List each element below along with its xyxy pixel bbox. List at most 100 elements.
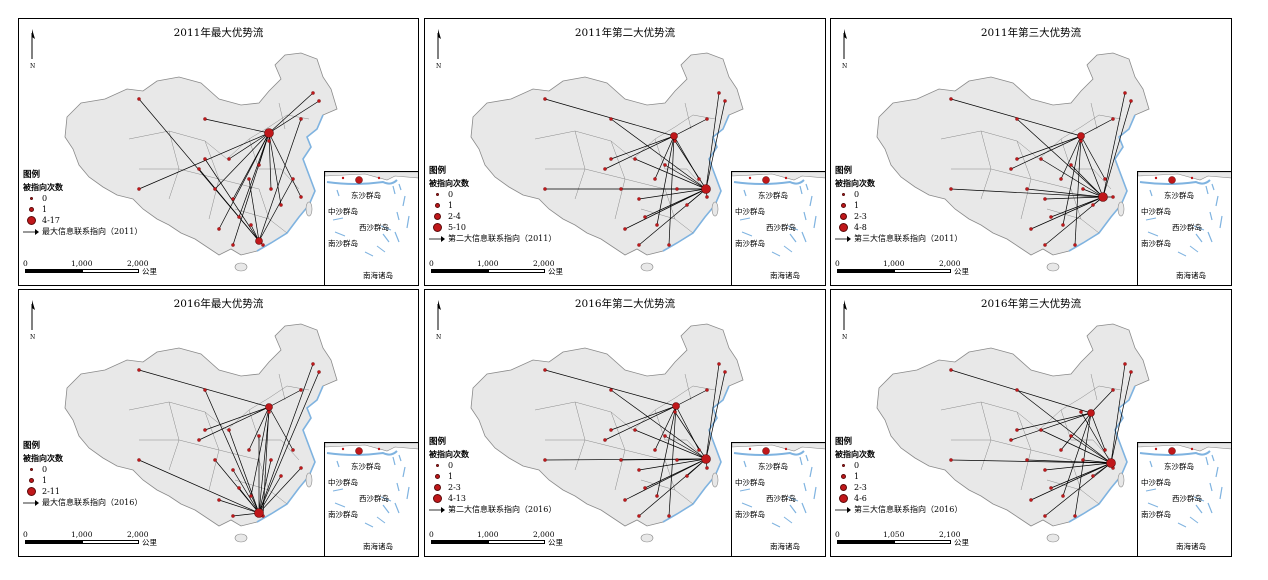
flow-line	[1070, 164, 1104, 198]
flow-line	[1060, 135, 1082, 180]
flow-line	[238, 132, 270, 218]
north-label: N	[436, 63, 442, 70]
legend-class-label: 1	[42, 204, 48, 214]
scale-bar: 0 1,050 2,100 公里	[835, 530, 975, 547]
north-arrow-icon: N	[839, 29, 849, 70]
province-boundary	[128, 130, 228, 160]
province-boundary	[178, 168, 220, 180]
city-node	[723, 370, 727, 374]
legend-class-row: 0	[835, 189, 962, 200]
legend-class-label: 1	[854, 200, 860, 210]
city-node	[1059, 177, 1063, 181]
inset-map	[325, 172, 418, 257]
legend-class-label: 0	[42, 464, 48, 474]
city-node	[299, 466, 303, 470]
flow-line	[1016, 135, 1082, 160]
map-canvas	[64, 323, 338, 543]
map-legend: 图例 被指向次数 0 1 2-3 4-8 第三大信息联系指向（2011）	[835, 165, 962, 244]
city-node	[299, 388, 303, 392]
inset-label-xisha: 西沙群岛	[1172, 494, 1202, 503]
inset-label-nanhai: 南海诸岛	[770, 542, 800, 551]
city-node	[249, 494, 253, 498]
city-node	[705, 195, 709, 199]
inset-map	[732, 172, 825, 257]
legend-arrow-row: 最大信息联系指向（2016）	[23, 497, 142, 508]
city-node	[249, 223, 253, 227]
city-node	[1073, 514, 1077, 518]
legend-class-row: 4-8	[835, 222, 962, 233]
scale-bar-graphic	[25, 269, 139, 273]
flow-line	[638, 188, 707, 246]
city-node	[1079, 139, 1083, 143]
city-node	[685, 203, 689, 207]
coastline	[662, 385, 730, 523]
city-node	[949, 368, 953, 372]
flow-line	[668, 405, 677, 517]
legend-class-row: 1	[835, 471, 962, 482]
legend-arrow-label: 最大信息联系指向（2016）	[42, 497, 143, 507]
flow-line	[610, 118, 707, 190]
city-node	[267, 410, 271, 414]
north-arrow-icon: N	[27, 29, 37, 70]
map-panel-2016-second: 2016年第二大优势流 N 图例 被指向次数 0 1 2-3 4-13 第二大信息联系指向（20…	[424, 289, 826, 557]
city-node	[1103, 177, 1107, 181]
scale-tick-label: 2,000	[939, 259, 961, 268]
city-node	[1129, 370, 1133, 374]
legend-arrow-row: 第三大信息联系指向（2011）	[835, 233, 962, 244]
hainan-island	[1046, 533, 1060, 543]
province-boundary	[208, 178, 220, 220]
city-node	[269, 187, 273, 191]
city-node	[299, 195, 303, 199]
city-node	[1015, 117, 1019, 121]
city-node	[299, 117, 303, 121]
flow-line	[1030, 462, 1112, 501]
legend-arrow-label: 第三大信息联系指向（2011）	[854, 233, 963, 243]
scale-bar-graphic	[837, 269, 951, 273]
province-boundary	[1020, 449, 1032, 491]
inset-label-nanhai: 南海诸岛	[363, 542, 393, 551]
legend-class-label: 2-11	[42, 486, 60, 496]
map-legend: 图例 被指向次数 0 1 2-4 5-10 第二大信息联系指向（2011）	[429, 165, 556, 244]
scale-tick-label: 0	[835, 530, 840, 539]
legend-circle-icon	[434, 203, 440, 208]
city-node	[197, 438, 201, 442]
city-node	[1009, 438, 1013, 442]
province-boundary	[234, 479, 270, 491]
city-node	[619, 458, 623, 462]
city-node	[1111, 195, 1115, 199]
flow-line	[705, 100, 726, 190]
province-boundary	[684, 102, 692, 130]
legend-circle-icon	[434, 474, 440, 479]
city-node	[1009, 167, 1013, 171]
inset-label-xisha: 西沙群岛	[1172, 223, 1202, 232]
province-boundary	[248, 138, 281, 170]
hainan-island	[640, 262, 654, 272]
panel-title: 2011年第二大优势流	[574, 27, 676, 39]
hub-node	[701, 454, 711, 464]
city-node	[217, 227, 221, 231]
city-node	[203, 428, 207, 432]
north-arrow-icon: N	[839, 300, 849, 341]
scale-bar-graphic	[431, 269, 545, 273]
flow-line	[1074, 412, 1092, 517]
legend-class-label: 0	[854, 189, 860, 199]
hub-node	[254, 508, 264, 518]
hub-node	[265, 403, 273, 411]
scale-bar: 0 1,000 2,000 公里	[835, 259, 975, 276]
city-node	[1103, 448, 1107, 452]
flow-line	[258, 178, 294, 242]
province-boundary	[584, 439, 626, 451]
inset-label-dongsha: 东沙群岛	[351, 462, 381, 471]
legend-class-label: 2-3	[854, 211, 867, 221]
map-legend: 图例 被指向次数 0 1 2-3 4-6 第三大信息联系指向（2016）	[835, 436, 962, 515]
flow-line	[268, 132, 302, 198]
scale-tick-label: 2,000	[127, 530, 149, 539]
city-node	[1029, 227, 1033, 231]
flow-line	[950, 369, 1092, 414]
map-canvas	[876, 52, 1150, 272]
flow-line	[268, 406, 294, 451]
flow-line	[228, 429, 260, 514]
legend-arrow-label: 第二大信息联系指向（2016）	[448, 504, 557, 514]
city-node	[663, 163, 667, 167]
legend-circle-icon	[435, 193, 439, 196]
